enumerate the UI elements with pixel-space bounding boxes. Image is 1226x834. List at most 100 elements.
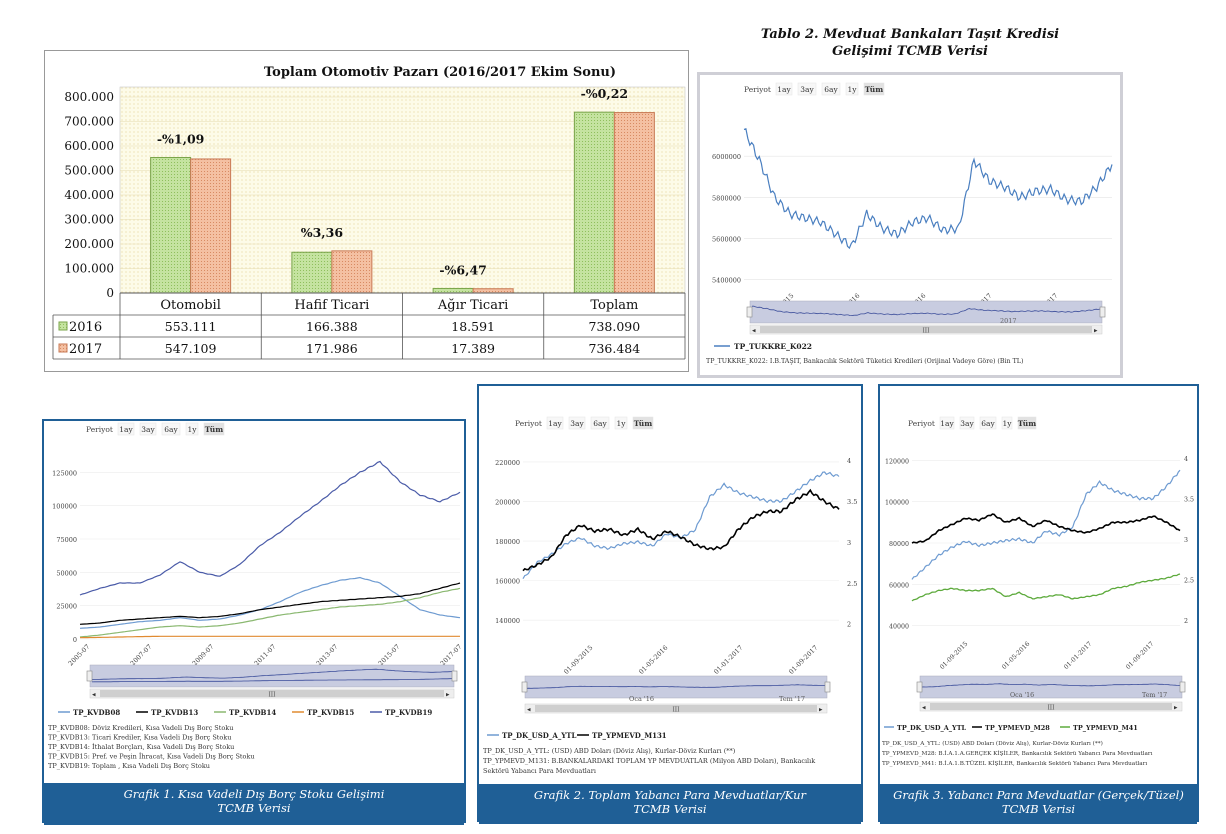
range-button-label: 3ay	[960, 419, 974, 428]
navigator-handle-left[interactable]	[746, 306, 753, 318]
legend-item: TP_KVDB13	[151, 708, 198, 717]
range-button-6ay[interactable]	[821, 82, 841, 96]
grafik2-panel: Periyot 1ay 3ay 6ay 1y Tüm 220000 200000 180000 1…	[477, 384, 863, 824]
scrollbar-thumb[interactable]	[930, 703, 1172, 710]
legend-item: TP_DK_USD_A_YTL	[502, 731, 576, 740]
scrollbar-grip-icon: III	[672, 707, 680, 714]
scroll-right-arrow-icon[interactable]: ▸	[1094, 327, 1098, 335]
x-tick-label: 2011-07	[253, 643, 278, 668]
x-tick-label: 2017-07	[439, 643, 464, 668]
legend-item: TP_KVDB14	[229, 708, 276, 717]
tablo2-title-line1: Tablo 2. Mevduat Bankaları Taşıt Kredisi	[760, 27, 1060, 42]
range-button-1y[interactable]	[1001, 416, 1013, 430]
range-button-label: Tüm	[634, 419, 652, 428]
series-line-TP_KVDB08	[79, 576, 461, 629]
legend-swatch-2016	[58, 321, 68, 331]
y-tick-label-left: 40000	[889, 624, 909, 631]
y-tick-label: 100000	[52, 503, 77, 511]
range-button-1ay[interactable]	[117, 422, 135, 436]
range-button-6ay[interactable]	[161, 422, 181, 436]
range-button-Tüm[interactable]	[632, 416, 654, 430]
scrollbar-thumb[interactable]	[760, 326, 1092, 333]
x-tick-label: 01-09-2015	[562, 644, 594, 676]
range-button-Tüm[interactable]	[203, 422, 225, 436]
y-tick-label-right: 3.5	[1184, 497, 1194, 504]
scroll-right-arrow-icon[interactable]: ▸	[819, 706, 823, 714]
scroll-left-arrow-icon[interactable]: ◂	[527, 706, 531, 714]
range-button-1y[interactable]	[185, 422, 199, 436]
range-button-1y[interactable]	[845, 82, 859, 96]
range-selector-label: Periyot	[515, 419, 542, 428]
scroll-right-arrow-icon[interactable]: ▸	[446, 691, 450, 699]
range-button-label: 3ay	[800, 85, 814, 94]
range-button-Tüm[interactable]	[1017, 416, 1037, 430]
range-button-label: 1ay	[548, 419, 562, 428]
range-button-6ay[interactable]	[979, 416, 997, 430]
navigator-handle-right[interactable]	[1099, 306, 1106, 318]
grafik3-caption-line1: Grafik 3. Yabancı Para Mevduatlar (Gerçe…	[893, 788, 1184, 802]
range-button-1ay[interactable]	[775, 82, 793, 96]
scroll-left-arrow-icon[interactable]: ◂	[752, 327, 756, 335]
navigator-handle-left[interactable]	[86, 670, 93, 682]
navigator-window	[749, 300, 1103, 324]
grafik2-caption-line2: TCMB Verisi	[633, 802, 707, 816]
grafik1-chart: Periyot 1ay 3ay 6ay 1y Tüm 125000 100000 75000 50…	[48, 422, 464, 770]
bar-2017	[613, 112, 655, 294]
y-tick-label-right: 2	[847, 621, 851, 629]
scrollbar-thumb[interactable]	[535, 705, 817, 712]
navigator-label: Oca '16	[1010, 692, 1034, 699]
table-row-label: 2016	[69, 320, 102, 335]
table-row-label: 2017	[69, 342, 102, 357]
range-button-label: 1y	[847, 85, 857, 94]
series-note: TP_YPMEVD_M131: B.BANKALARDAKİ TOPLAM YP…	[483, 756, 815, 765]
navigator-series	[751, 305, 1101, 317]
bar-2016	[432, 287, 474, 294]
y-tick-label: 100.000	[64, 262, 114, 276]
y-tick-label-right: 2.5	[847, 580, 857, 588]
bar-2016	[573, 111, 615, 294]
range-button-label: 3ay	[570, 419, 584, 428]
x-tick-label: 01-09-2015	[939, 640, 970, 671]
y-tick-label: 600.000	[64, 139, 114, 153]
range-button-label: 1ay	[777, 85, 791, 94]
y-tick-label-left: 140000	[495, 617, 520, 625]
navigator-handle-left[interactable]	[521, 681, 528, 693]
range-button-6ay[interactable]	[590, 416, 610, 430]
range-button-Tüm[interactable]	[863, 82, 885, 96]
range-button-3ay[interactable]	[797, 82, 817, 96]
y-tick-label-left: 220000	[495, 459, 520, 467]
navigator-label: 2017	[1000, 317, 1017, 325]
table-cell: 547.109	[165, 341, 217, 356]
navigator-handle-right[interactable]	[451, 670, 458, 682]
bar-2017	[331, 250, 373, 294]
range-button-label: 1ay	[940, 419, 954, 428]
range-button-1ay[interactable]	[546, 416, 564, 430]
x-tick-label: 01-09-2017	[787, 644, 819, 676]
range-button-label: Tüm	[205, 425, 223, 434]
table-cell: 553.111	[165, 319, 217, 334]
scroll-right-arrow-icon[interactable]: ▸	[1174, 704, 1178, 712]
grafik3-caption: Grafik 3. Yabancı Para Mevduatlar (Gerçe…	[880, 784, 1197, 824]
series-line-TP_TUKKRE_K022	[743, 128, 1113, 250]
series-note: Sektörü Yabancı Para Mevduatları	[483, 767, 596, 775]
navigator-handle-right[interactable]	[1179, 681, 1186, 693]
series-note: TP_KVDB14: İthalat Borçları, Kısa Vadeli…	[48, 742, 234, 751]
range-button-1y[interactable]	[614, 416, 628, 430]
bar-2016	[150, 156, 192, 294]
change-label: -%6,47	[439, 262, 487, 277]
range-button-3ay[interactable]	[139, 422, 157, 436]
navigator-handle-left[interactable]	[916, 681, 923, 693]
series-note: TP_TUKKRE_K022: I.B.TAŞIT, Bankacılık Se…	[706, 358, 1023, 365]
range-button-3ay[interactable]	[568, 416, 586, 430]
navigator-handle-right[interactable]	[824, 681, 831, 693]
y-tick-label: 200.000	[64, 237, 114, 251]
scroll-left-arrow-icon[interactable]: ◂	[92, 691, 96, 699]
y-tick-label: 0	[73, 636, 77, 644]
range-button-label: Tüm	[865, 85, 883, 94]
scrollbar-thumb[interactable]	[100, 690, 444, 697]
range-button-1ay[interactable]	[939, 416, 955, 430]
grafik2-chart: Periyot 1ay 3ay 6ay 1y Tüm 220000 200000 180000 1…	[483, 416, 857, 775]
range-button-3ay[interactable]	[959, 416, 975, 430]
navigator-label: Tem '17	[1142, 692, 1167, 699]
scroll-left-arrow-icon[interactable]: ◂	[922, 704, 926, 712]
